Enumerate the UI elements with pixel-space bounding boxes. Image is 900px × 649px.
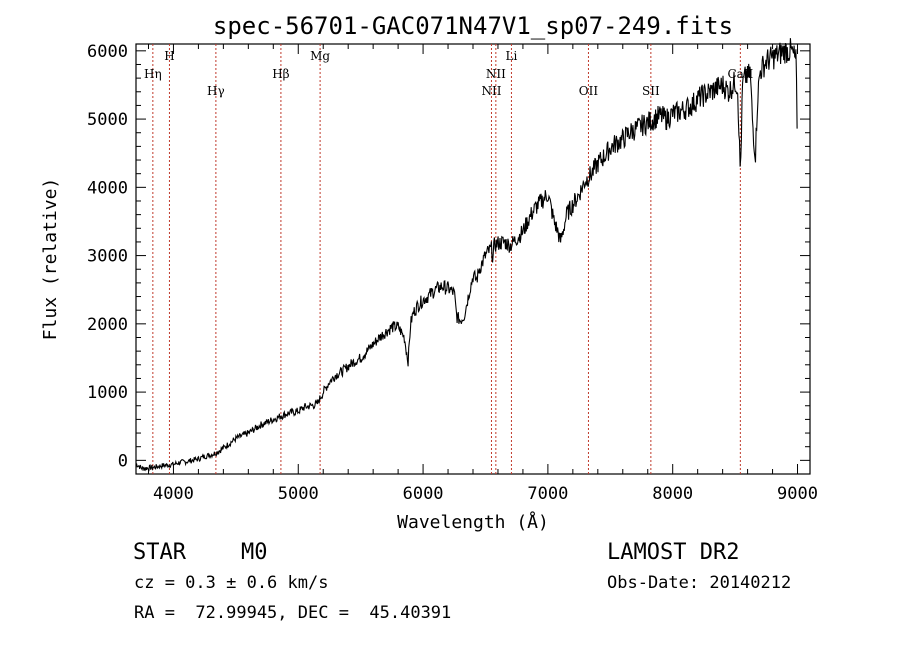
y-tick-label: 4000 [87,178,128,198]
y-tick-label: 2000 [87,315,128,335]
y-tick-label: 0 [118,451,128,471]
x-tick-label: 6000 [403,484,444,504]
line-label: NII [481,84,501,98]
object-class: STAR [133,540,186,565]
x-tick-label: 4000 [153,484,194,504]
chart-title: spec-56701-GAC071N47V1_sp07-249.fits [213,12,733,40]
subclass: M0 [241,540,268,565]
x-tick-label: 7000 [527,484,568,504]
line-label: H [164,49,174,63]
plot-frame [135,43,811,475]
line-label: Mg [310,49,330,63]
y-tick-label: 1000 [87,383,128,403]
coordinates: RA = 72.99945, DEC = 45.40391 [134,603,452,623]
line-label: Hγ [207,84,225,98]
survey-label: LAMOST DR2 [607,540,740,565]
x-axis-label: Wavelength (Å) [397,511,549,533]
y-tick-label: 6000 [87,42,128,62]
x-tick-label: 8000 [652,484,693,504]
line-label: Li [506,49,518,63]
y-tick-label: 3000 [87,247,128,267]
y-axis-label: Flux (relative) [40,178,61,341]
spectrum-line [135,38,798,472]
x-tick-label: 9000 [777,484,818,504]
line-label: OII [579,84,599,98]
line-label: Hβ [272,67,289,81]
y-tick-label: 5000 [87,110,128,130]
redshift-text: cz = 0.3 ± 0.6 km/s [134,573,329,593]
line-label: SII [642,84,660,98]
obs-date: Obs-Date: 20140212 [607,573,792,593]
line-label: Hη [144,67,162,81]
x-tick-label: 5000 [278,484,319,504]
line-label: NII [486,67,506,81]
